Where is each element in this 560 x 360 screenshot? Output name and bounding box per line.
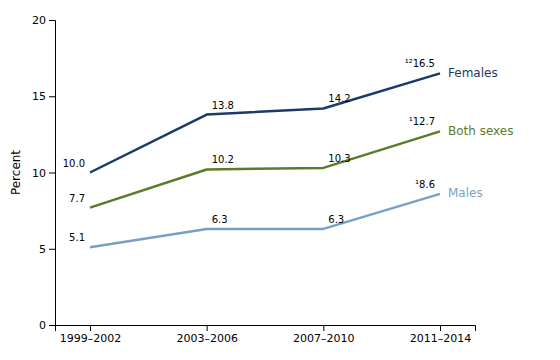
y-tick-mark — [49, 325, 55, 326]
series-labels: Females Both sexes Males — [448, 66, 514, 200]
series-label: Males — [448, 186, 483, 200]
y-tick: 20 — [32, 14, 55, 27]
y-tick: 10 — [32, 167, 55, 180]
x-tick-label: 1999–2002 — [60, 332, 122, 345]
data-label: 10.2 — [212, 154, 234, 165]
series-label: Both sexes — [448, 124, 514, 138]
series-line — [90, 131, 440, 207]
series-line — [90, 73, 440, 172]
data-labels: 10.0 13.8 14.2 ¹²16.5 7.7 10.2 10.3 ¹12.7 5.1 6.3… — [63, 58, 435, 243]
x-tick: 2003–2006 — [176, 325, 238, 345]
x-tick-mark — [440, 325, 441, 331]
x-tick: 1999–2002 — [60, 325, 122, 345]
y-tick: 5 — [39, 243, 55, 256]
y-tick-label: 0 — [39, 319, 46, 332]
x-axis: 1999–2002 2003–2006 2007–2010 2011–2014 — [56, 325, 476, 345]
lines — [90, 73, 440, 247]
series-label: Females — [448, 66, 498, 80]
y-tick-mark — [49, 20, 55, 21]
data-label: 6.3 — [212, 214, 228, 225]
data-label: 7.7 — [69, 193, 85, 204]
data-label: 10.0 — [63, 158, 85, 169]
series-line — [90, 194, 440, 247]
plot: 1999–2002 2003–2006 2007–2010 2011–2014 0 5 10… — [32, 14, 514, 345]
x-tick: 2007–2010 — [293, 325, 355, 345]
x-tick-mark — [207, 325, 208, 331]
y-tick-mark — [49, 96, 55, 97]
x-tick-label: 2011–2014 — [410, 332, 472, 345]
chart: 1999–2002 2003–2006 2007–2010 2011–2014 0 5 10… — [0, 0, 560, 360]
y-axis: 0 5 10 15 20 — [32, 14, 56, 332]
y-tick-mark — [49, 249, 55, 250]
data-label: 10.3 — [328, 153, 350, 164]
data-label: 5.1 — [69, 232, 85, 243]
y-tick-label: 10 — [32, 167, 46, 180]
y-tick-label: 20 — [32, 14, 46, 27]
x-tick: 2011–2014 — [410, 325, 472, 345]
x-tick-label: 2007–2010 — [293, 332, 355, 345]
x-tick-label: 2003–2006 — [176, 332, 238, 345]
y-tick-label: 5 — [39, 243, 46, 256]
x-tick-mark — [323, 325, 324, 331]
data-label: ¹12.7 — [409, 116, 435, 127]
y-tick: 15 — [32, 90, 55, 103]
y-tick-label: 15 — [32, 90, 46, 103]
y-tick: 0 — [39, 319, 55, 332]
data-label: 13.8 — [212, 100, 234, 111]
data-label: ¹8.6 — [415, 179, 435, 190]
y-tick-mark — [49, 173, 55, 174]
data-label: 14.2 — [328, 93, 350, 104]
y-axis-title: Percent — [9, 150, 23, 195]
data-label: ¹²16.5 — [405, 58, 435, 69]
y-axis-line — [49, 21, 56, 326]
x-tick-mark — [90, 325, 91, 331]
x-axis-line — [56, 326, 476, 332]
data-label: 6.3 — [328, 214, 344, 225]
